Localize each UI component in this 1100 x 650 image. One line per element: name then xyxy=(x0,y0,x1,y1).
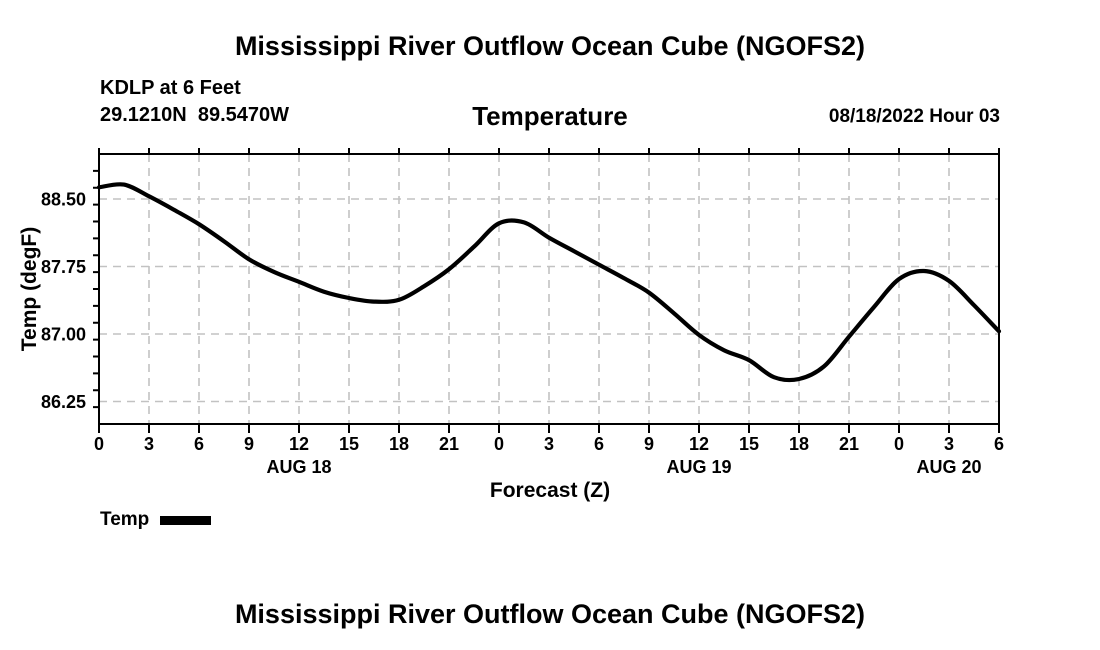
x-tick-label: 0 xyxy=(94,434,104,454)
x-tick-label: 9 xyxy=(244,434,254,454)
station-label: KDLP at 6 Feet xyxy=(100,77,241,99)
date-label: AUG 20 xyxy=(916,457,981,477)
legend: Temp xyxy=(100,509,212,531)
x-tick-label: 0 xyxy=(494,434,504,454)
x-tick-label: 6 xyxy=(594,434,604,454)
x-tick-label: 12 xyxy=(689,434,709,454)
x-tick-label: 15 xyxy=(739,434,759,454)
x-tick-label: 9 xyxy=(644,434,654,454)
x-tick-label: 21 xyxy=(439,434,459,454)
x-axis-title: Forecast (Z) xyxy=(489,479,611,502)
x-tick-label: 21 xyxy=(839,434,859,454)
date-label: AUG 18 xyxy=(266,457,331,477)
x-tick-label: 18 xyxy=(789,434,809,454)
next-chart-title: Mississippi River Outflow Ocean Cube (NG… xyxy=(234,599,866,629)
x-tick-label: 3 xyxy=(544,434,554,454)
x-tick-label: 0 xyxy=(894,434,904,454)
y-tick-label: 87.00 xyxy=(41,325,86,345)
coordinates-label: 29.1210N 89.5470W xyxy=(100,104,290,126)
temp-series-line xyxy=(96,182,1002,383)
variable-label: Temperature xyxy=(472,101,628,131)
x-tick-label: 12 xyxy=(289,434,309,454)
x-tick-label: 18 xyxy=(389,434,409,454)
x-tick-label: 3 xyxy=(944,434,954,454)
legend-label: Temp xyxy=(100,509,150,530)
x-tick-label: 6 xyxy=(194,434,204,454)
date-label: AUG 19 xyxy=(666,457,731,477)
y-tick-label: 86.25 xyxy=(41,392,86,412)
x-tick-label: 15 xyxy=(339,434,359,454)
legend-line-swatch xyxy=(160,515,212,525)
chart-title: Mississippi River Outflow Ocean Cube (NG… xyxy=(234,31,866,61)
x-tick-label: 3 xyxy=(144,434,154,454)
y-tick-label: 87.75 xyxy=(41,257,86,277)
datetime-label: 08/18/2022 Hour 03 xyxy=(828,106,1000,127)
x-tick-label: 6 xyxy=(994,434,1004,454)
y-tick-label: 88.50 xyxy=(41,190,86,210)
